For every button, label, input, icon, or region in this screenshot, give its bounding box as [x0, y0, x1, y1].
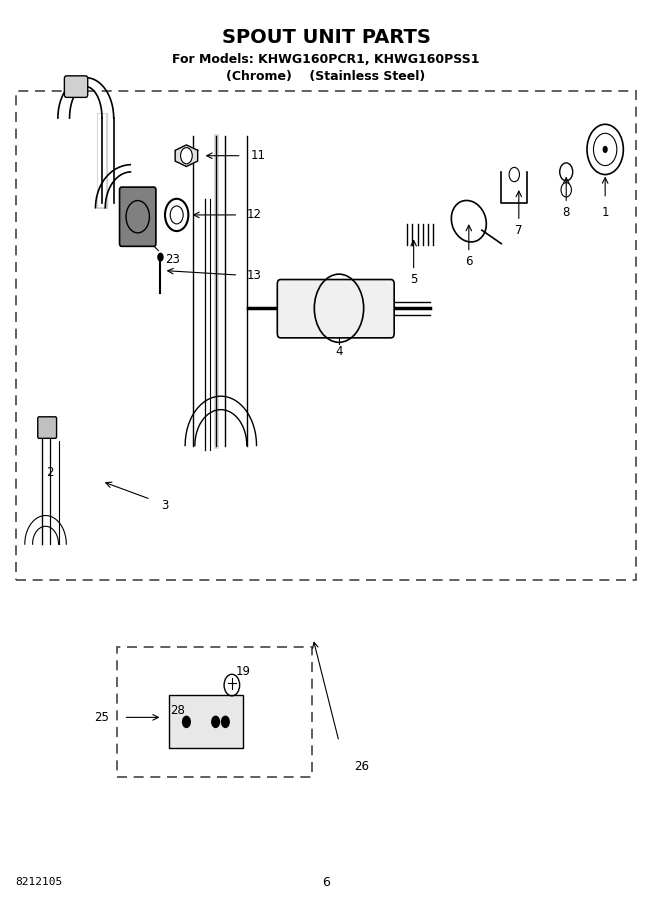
Text: 1: 1 [601, 206, 609, 219]
FancyBboxPatch shape [38, 417, 57, 438]
FancyBboxPatch shape [65, 76, 88, 97]
FancyBboxPatch shape [169, 695, 243, 748]
Polygon shape [175, 145, 198, 166]
FancyBboxPatch shape [277, 280, 394, 338]
Text: 7: 7 [515, 224, 522, 237]
Circle shape [182, 716, 191, 728]
Text: 28: 28 [171, 704, 185, 716]
Text: 6: 6 [322, 876, 330, 889]
Text: SPOUT UNIT PARTS: SPOUT UNIT PARTS [222, 28, 430, 47]
Circle shape [211, 716, 220, 728]
Text: 6: 6 [465, 255, 473, 268]
Text: 4: 4 [335, 345, 343, 358]
Text: 3: 3 [161, 500, 169, 512]
Text: 2: 2 [46, 466, 54, 479]
Text: 25: 25 [95, 711, 110, 724]
Text: 26: 26 [354, 760, 369, 773]
Text: (Chrome)    (Stainless Steel): (Chrome) (Stainless Steel) [226, 70, 426, 84]
Text: 5: 5 [410, 273, 417, 286]
Text: 8: 8 [563, 206, 570, 219]
Circle shape [157, 253, 164, 262]
Circle shape [221, 716, 230, 728]
Text: 13: 13 [247, 268, 262, 282]
Text: 11: 11 [250, 149, 265, 162]
Circle shape [602, 146, 608, 153]
Circle shape [181, 148, 192, 164]
Text: 12: 12 [247, 209, 262, 221]
Text: For Models: KHWG160PCR1, KHWG160PSS1: For Models: KHWG160PCR1, KHWG160PSS1 [172, 53, 480, 67]
Text: 19: 19 [235, 665, 250, 678]
Text: 8212105: 8212105 [16, 878, 63, 887]
Text: 23: 23 [165, 253, 179, 266]
FancyBboxPatch shape [119, 187, 156, 247]
